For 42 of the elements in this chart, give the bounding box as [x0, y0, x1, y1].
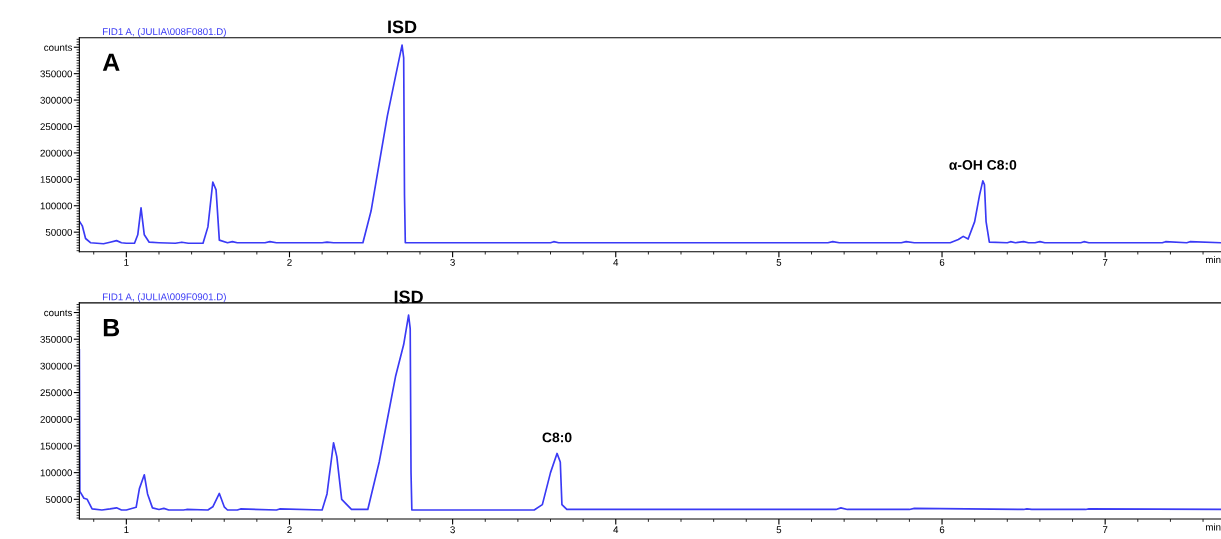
- x-axis-title: min: [1205, 523, 1221, 531]
- y-tick-label: counts: [44, 309, 73, 317]
- annotation: ISD: [394, 290, 423, 304]
- x-axis-title: min: [1205, 255, 1221, 264]
- x-tick-label: 5: [776, 526, 782, 534]
- y-tick-label: 50000: [45, 496, 73, 503]
- x-tick-label: 6: [939, 258, 945, 266]
- y-tick-label: 300000: [40, 96, 73, 104]
- y-tick-label: 150000: [40, 176, 73, 183]
- x-tick-label: 4: [613, 259, 619, 266]
- y-tick-label: 200000: [40, 415, 73, 423]
- x-tick-label: 2: [287, 258, 292, 266]
- y-tick-label: 50000: [45, 228, 73, 236]
- x-tick-label: 5: [776, 259, 782, 266]
- x-tick-label: 4: [613, 526, 619, 534]
- chart-title: FID1 A, (JULIA\009F0901.D): [103, 293, 226, 303]
- annotation: ISD: [388, 20, 417, 34]
- x-tick-label: 3: [450, 258, 455, 266]
- y-tick-label: counts: [44, 44, 73, 51]
- annotation: A: [102, 53, 120, 71]
- y-tick-label: 100000: [40, 469, 73, 477]
- x-tick-label: 1: [124, 526, 129, 534]
- y-tick-label: 100000: [40, 202, 73, 210]
- x-tick-label: 6: [939, 526, 945, 534]
- line-series: [79, 314, 1221, 511]
- annotation: C8:0: [542, 432, 572, 443]
- annotation: B: [103, 318, 120, 337]
- y-tick-label: 350000: [40, 335, 73, 343]
- y-tick-label: 250000: [40, 123, 73, 131]
- chart-title: FID1 A, (JULIA\008F0801.D): [103, 27, 226, 37]
- line-series: [79, 44, 1221, 245]
- x-tick-label: 7: [1102, 526, 1108, 534]
- y-tick-label: 350000: [40, 70, 73, 78]
- x-tick-label: 7: [1102, 259, 1108, 266]
- annotation: α-OH C8:0: [949, 160, 1017, 170]
- y-tick-label: 250000: [40, 389, 73, 397]
- y-tick-label: 200000: [40, 149, 73, 157]
- x-tick-label: 3: [450, 526, 455, 534]
- y-tick-label: 150000: [40, 442, 73, 450]
- x-tick-label: 2: [287, 526, 292, 534]
- x-tick-label: 1: [124, 259, 129, 266]
- y-tick-label: 300000: [40, 362, 73, 370]
